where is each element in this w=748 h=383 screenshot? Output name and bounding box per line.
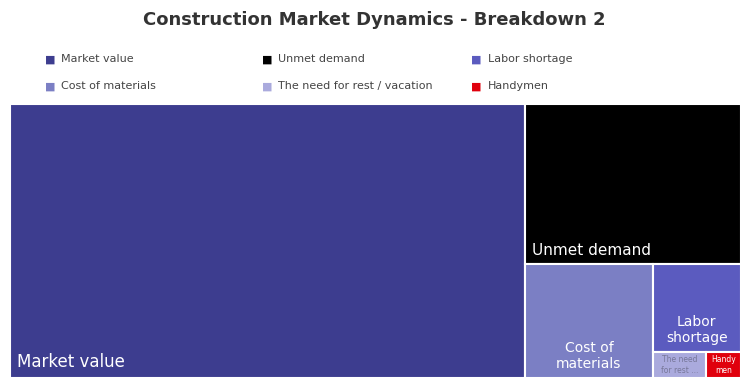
Text: ■: ■ <box>45 81 55 91</box>
Bar <box>10 104 525 378</box>
Text: The need for rest / vacation: The need for rest / vacation <box>278 81 433 91</box>
Text: Cost of materials: Cost of materials <box>61 81 156 91</box>
Text: Handymen: Handymen <box>488 81 549 91</box>
Text: The need
for rest ...: The need for rest ... <box>660 355 698 375</box>
Text: Labor
shortage: Labor shortage <box>666 315 728 345</box>
Text: Unmet demand: Unmet demand <box>278 54 365 64</box>
Text: ■: ■ <box>45 54 55 64</box>
Bar <box>653 264 741 352</box>
Text: Market value: Market value <box>17 353 125 371</box>
Text: Cost of
materials: Cost of materials <box>557 341 622 371</box>
Bar <box>525 104 741 264</box>
Text: Construction Market Dynamics - Breakdown 2: Construction Market Dynamics - Breakdown… <box>143 11 605 29</box>
Text: Labor shortage: Labor shortage <box>488 54 572 64</box>
Text: Unmet demand: Unmet demand <box>533 242 652 257</box>
Text: Market value: Market value <box>61 54 134 64</box>
Bar <box>653 352 706 378</box>
Text: ■: ■ <box>262 54 272 64</box>
Text: Handy
men: Handy men <box>711 355 736 375</box>
Text: ■: ■ <box>262 81 272 91</box>
Text: ■: ■ <box>471 81 482 91</box>
Bar <box>525 264 653 378</box>
Bar <box>706 352 741 378</box>
Text: ■: ■ <box>471 54 482 64</box>
